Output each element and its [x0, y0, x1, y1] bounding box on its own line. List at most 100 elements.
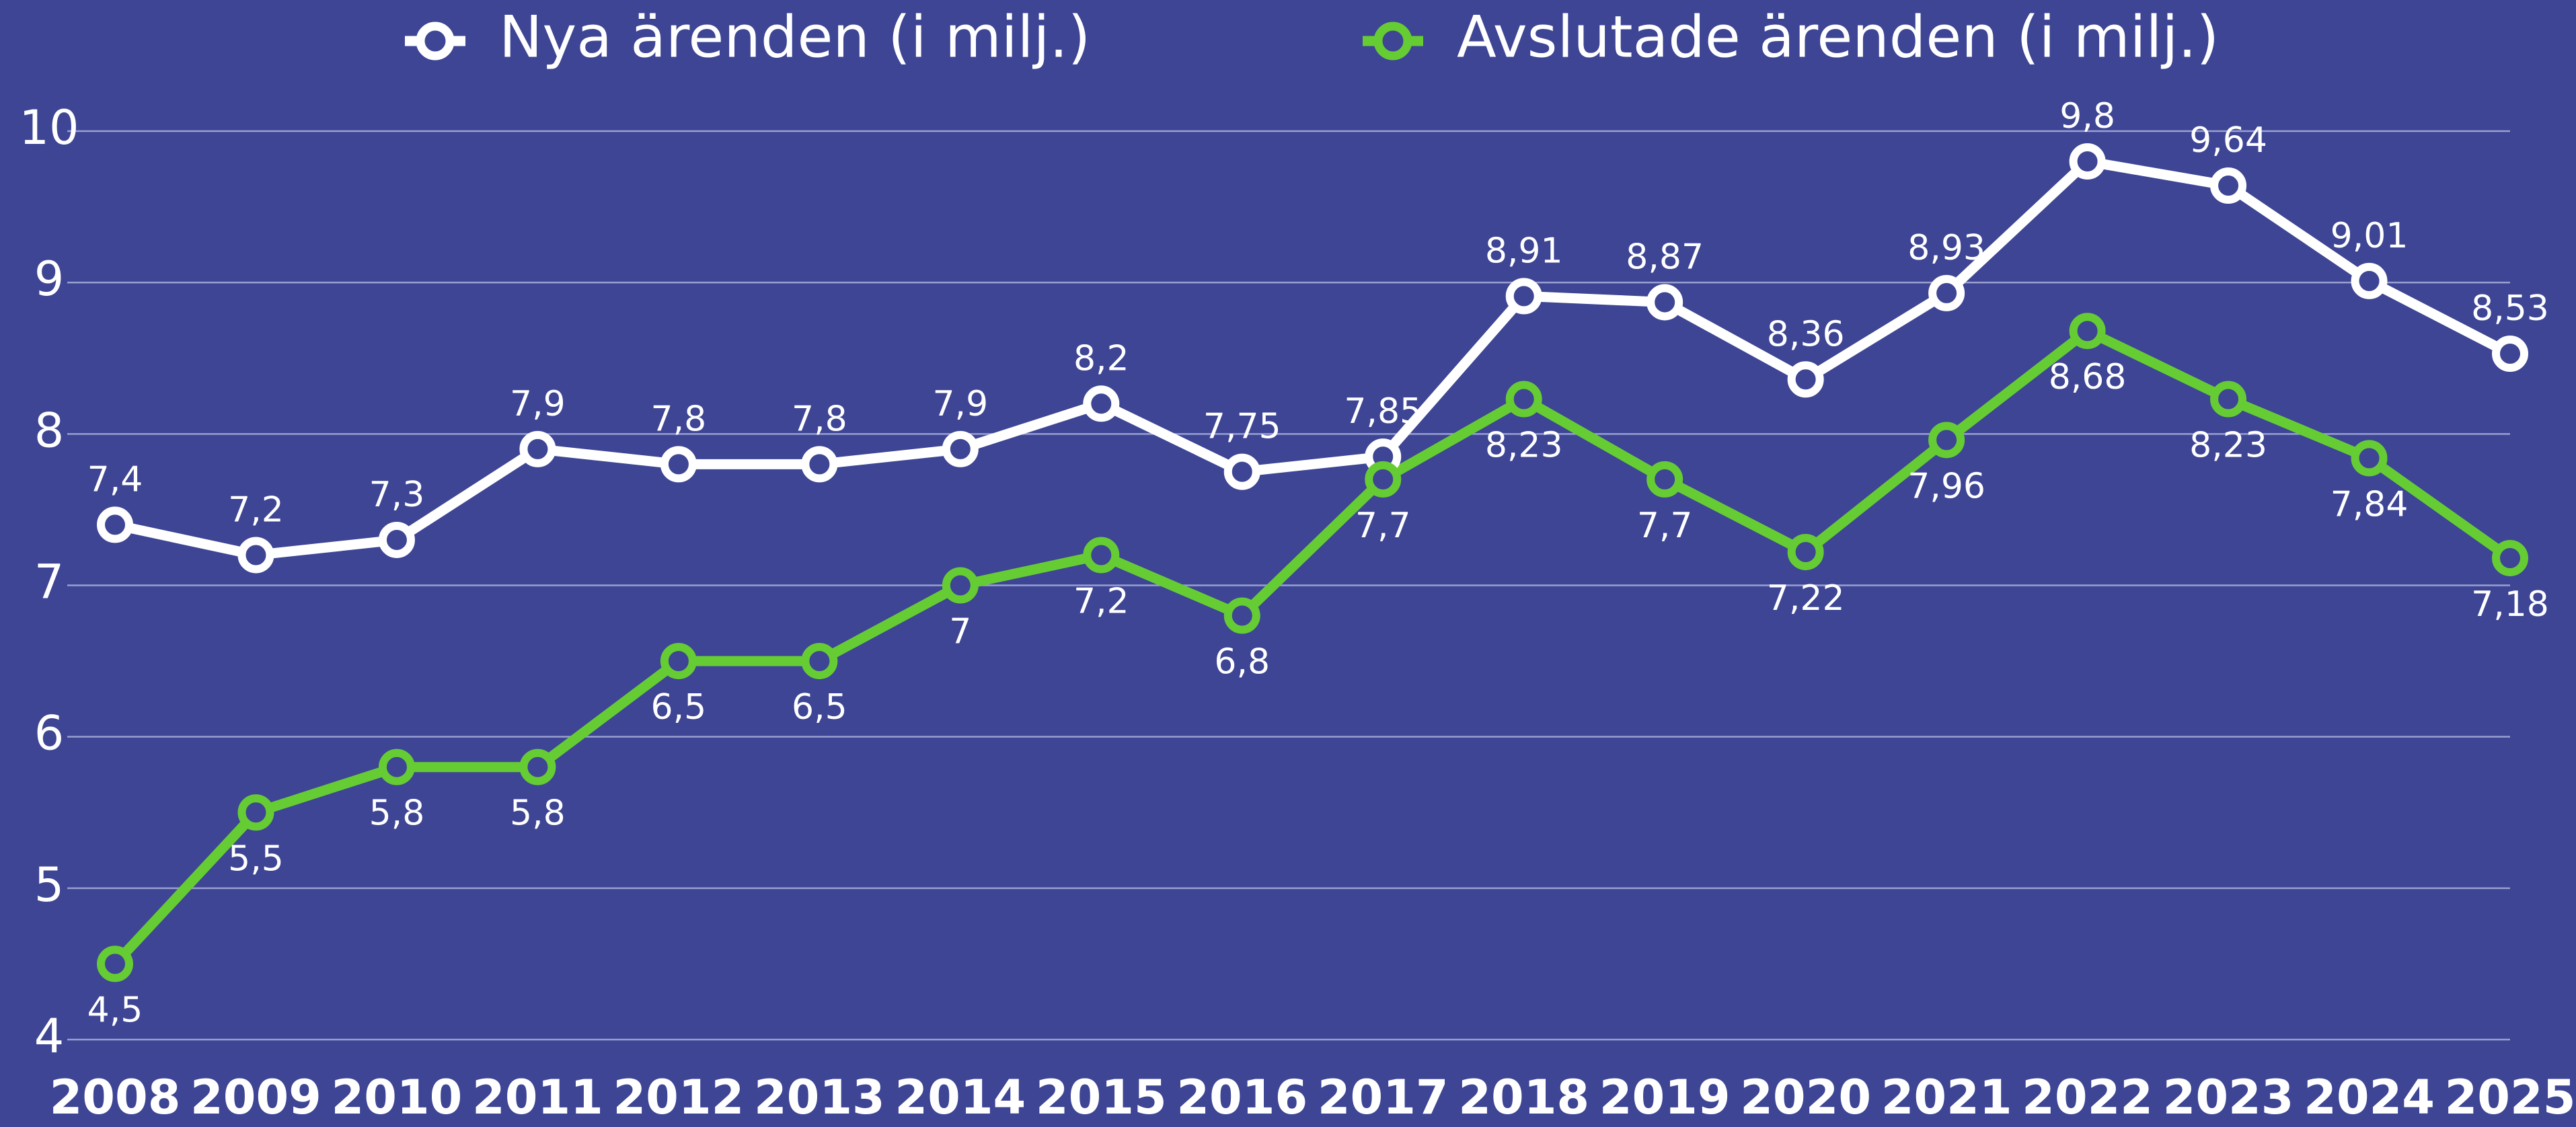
data-label: 7,8	[792, 399, 847, 439]
x-tick-label: 2015	[1036, 1070, 1167, 1125]
data-label: 8,36	[1767, 314, 1845, 354]
data-label: 8,23	[1485, 426, 1563, 466]
x-tick-label: 2019	[1599, 1070, 1731, 1125]
marker	[801, 643, 838, 680]
data-label: 8,53	[2471, 288, 2549, 329]
x-tick-label: 2008	[50, 1070, 181, 1125]
data-label: 7,2	[228, 490, 284, 530]
marker	[1505, 381, 1542, 418]
x-tick-label: 2022	[2022, 1070, 2153, 1125]
y-tick-label: 5	[34, 857, 65, 912]
x-tick-label: 2018	[1458, 1070, 1589, 1125]
data-label: 8,23	[2189, 426, 2267, 466]
y-tick-label: 4	[34, 1009, 65, 1064]
data-label: 7,85	[1344, 391, 1422, 432]
legend-swatch-marker	[1373, 22, 1412, 61]
data-label: 8,87	[1626, 237, 1704, 277]
marker	[519, 748, 556, 785]
x-tick-label: 2017	[1318, 1070, 1449, 1125]
series-line	[114, 156, 2513, 560]
marker	[97, 506, 133, 543]
data-label: 4,5	[87, 990, 143, 1030]
data-label: 8,91	[1485, 231, 1563, 271]
marker	[660, 643, 697, 680]
x-tick-label: 2009	[190, 1070, 321, 1125]
data-label: 8,68	[2049, 357, 2127, 397]
data-label: 9,64	[2189, 120, 2267, 161]
y-tick-label: 6	[34, 706, 65, 761]
y-tick-label: 9	[34, 251, 65, 307]
marker	[2492, 335, 2528, 372]
data-label: 7,9	[932, 384, 988, 424]
x-tick-label: 2011	[472, 1070, 603, 1125]
legend-label: Nya ärenden (i milj.)	[499, 3, 1090, 71]
marker	[378, 748, 415, 785]
legend-label: Avslutade ärenden (i milj.)	[1457, 3, 2219, 71]
marker	[1787, 533, 1824, 570]
marker	[1928, 422, 1965, 459]
x-tick-label: 2020	[1740, 1070, 1871, 1125]
legend-swatch-marker	[416, 22, 455, 61]
marker	[378, 521, 415, 558]
data-label: 7,7	[1637, 506, 1693, 546]
x-tick-label: 2024	[2304, 1070, 2435, 1125]
marker	[2069, 143, 2106, 180]
marker	[97, 945, 133, 982]
marker	[1787, 361, 1824, 398]
x-tick-label: 2010	[332, 1070, 463, 1125]
marker	[237, 794, 274, 831]
marker	[2069, 313, 2106, 350]
data-label: 8,2	[1073, 338, 1129, 379]
marker	[660, 446, 697, 483]
marker	[1365, 461, 1402, 498]
marker	[801, 446, 838, 483]
data-label: 7,3	[369, 475, 425, 515]
data-label: 9,8	[2059, 96, 2115, 137]
x-tick-label: 2012	[613, 1070, 744, 1125]
data-label: 6,5	[651, 687, 707, 728]
x-tick-label: 2016	[1176, 1070, 1308, 1125]
y-tick-label: 7	[34, 555, 65, 610]
marker	[1223, 453, 1260, 490]
marker	[519, 430, 556, 467]
data-label: 7	[949, 612, 971, 652]
data-label: 7,18	[2471, 584, 2549, 625]
marker	[2210, 167, 2247, 204]
marker	[237, 537, 274, 574]
data-label: 7,2	[1073, 581, 1129, 621]
x-tick-label: 2025	[2445, 1070, 2576, 1125]
data-label: 7,84	[2331, 484, 2409, 524]
marker	[1505, 278, 1542, 315]
y-tick-label: 10	[19, 100, 79, 155]
x-tick-label: 2021	[1881, 1070, 2012, 1125]
marker	[1083, 385, 1120, 422]
data-label: 5,8	[510, 793, 566, 834]
x-tick-label: 2013	[754, 1070, 885, 1125]
data-label: 7,7	[1355, 506, 1411, 546]
data-label: 7,4	[87, 459, 143, 500]
data-label: 7,9	[510, 384, 566, 424]
marker	[2492, 539, 2528, 576]
marker	[1223, 597, 1260, 634]
marker	[1928, 274, 1965, 311]
data-label: 7,75	[1203, 407, 1281, 447]
marker	[1646, 284, 1683, 321]
data-label: 5,5	[228, 839, 284, 879]
marker	[2351, 440, 2388, 477]
data-label: 9,01	[2331, 216, 2409, 256]
series-line	[111, 325, 2513, 968]
data-label: 8,93	[1907, 228, 1985, 268]
marker	[1646, 461, 1683, 498]
marker	[2351, 262, 2388, 299]
x-tick-label: 2014	[895, 1070, 1026, 1125]
data-label: 7,8	[651, 399, 707, 439]
data-label: 6,5	[792, 687, 847, 728]
x-tick-label: 2023	[2163, 1070, 2294, 1125]
data-label: 7,22	[1767, 578, 1845, 619]
marker	[2210, 381, 2247, 418]
data-label: 7,96	[1907, 466, 1985, 506]
marker	[1083, 537, 1120, 574]
